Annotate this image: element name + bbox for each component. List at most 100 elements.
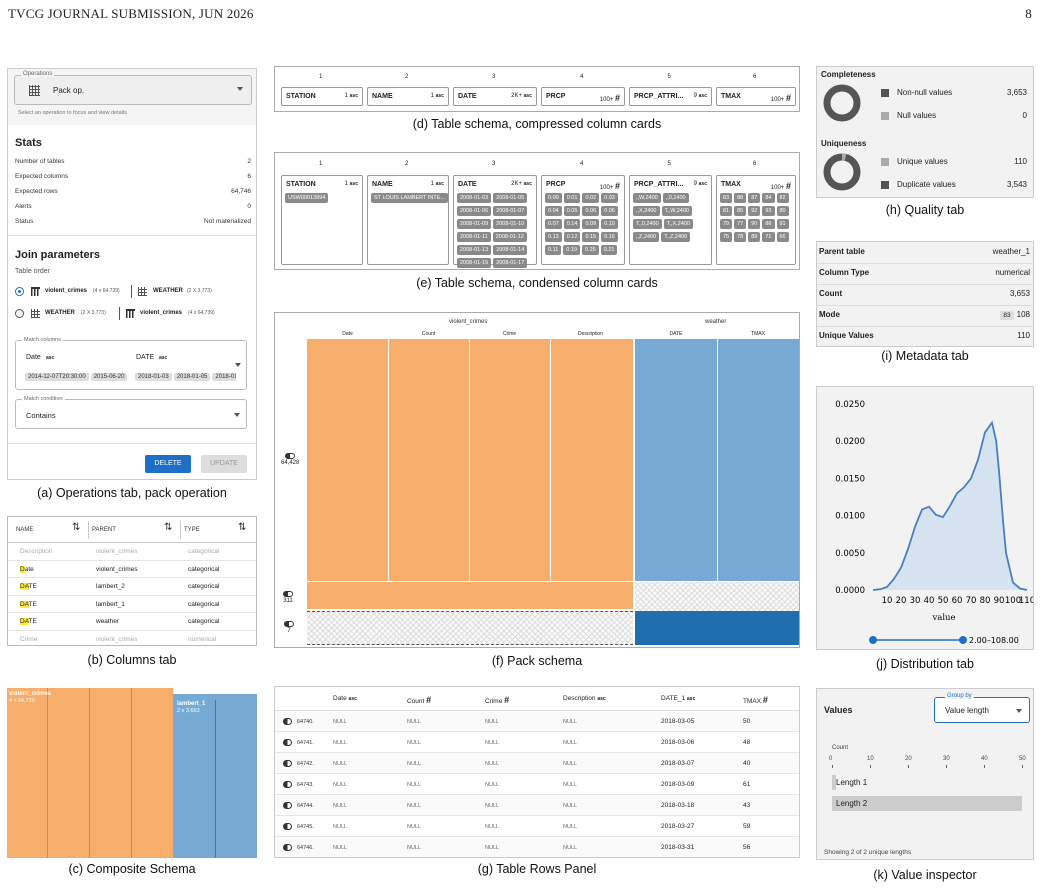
row-cell: NULL — [407, 824, 422, 830]
value-chip: 2008-01-03 — [457, 193, 492, 203]
metadata-label: Parent table — [819, 247, 865, 256]
table-row[interactable]: Description violent_crimes categorical — [8, 543, 256, 561]
length-bar[interactable] — [832, 775, 836, 790]
metadata-value-text: weather_1 — [992, 247, 1030, 256]
divider — [131, 285, 132, 298]
pack-block-violent-crimes[interactable] — [307, 339, 633, 609]
hash-icon: # — [762, 695, 768, 705]
table-row[interactable]: 64742. NULL NULL NULL NULL 2018-03-07 40 — [275, 753, 799, 774]
sort-icon[interactable]: ⇅ — [72, 522, 81, 533]
column-card[interactable]: STATION 1 asc USW00013994 — [281, 175, 363, 265]
column-name: Crime — [20, 636, 37, 643]
table-row[interactable]: DATE weather categorical — [8, 613, 256, 631]
rows-column-header[interactable]: Count # — [407, 695, 431, 705]
table-row[interactable]: DATE lambert_2 categorical — [8, 578, 256, 596]
delete-button[interactable]: DELETE — [145, 455, 191, 473]
toggle-icon[interactable] — [283, 739, 292, 746]
value-chip: 0.25 — [582, 245, 599, 255]
column-card[interactable]: PRCP 100+ #0.00 0.01 0.02 0.030.04 0.05 0.06 0.… — [541, 175, 625, 265]
table-row[interactable]: 64746. NULL NULL NULL NULL 2018-03-31 56 — [275, 837, 799, 857]
hash-icon: # — [504, 695, 510, 705]
column-index: 1 — [319, 161, 323, 167]
table-row[interactable]: 64744. NULL NULL NULL NULL 2018-03-18 43 — [275, 795, 799, 816]
divider — [817, 284, 1033, 285]
range-slider-max-handle[interactable] — [959, 636, 967, 644]
rows-column-header[interactable]: Date asc — [333, 695, 357, 702]
toggle-icon[interactable] — [283, 823, 292, 830]
match-columns-select[interactable]: Match columns Date asc DATE asc 2014-12-… — [15, 337, 247, 390]
value-chip: ,,W,2400 — [633, 193, 661, 203]
group-by-select[interactable]: Group by Value length — [934, 693, 1030, 723]
table-row[interactable]: DATE lambert_1 categorical — [8, 596, 256, 613]
column-card[interactable]: STATION 1 asc — [281, 87, 363, 106]
sort-icon[interactable]: ⇅ — [164, 522, 173, 533]
column-card[interactable]: PRCP 100+ # — [541, 87, 625, 106]
value-chip: T,,X,2400 — [663, 219, 693, 229]
column-card[interactable]: DATE 2K+ asc 2008-01-03 2008-01-052008-01-0… — [453, 175, 537, 268]
column-card[interactable]: DATE 2K+ asc — [453, 87, 537, 106]
stat-label: Expected columns — [15, 173, 69, 180]
composite-block-violent-crimes[interactable] — [7, 688, 173, 858]
length-bar[interactable] — [832, 796, 1022, 811]
row-cell: NULL — [407, 782, 422, 788]
value-chip: 2008-01-17 — [493, 258, 528, 268]
table-order-option-1[interactable]: violent_crimes (4 x 64,739) WEATHER (2 X… — [15, 285, 251, 299]
rows-column-header[interactable]: Description asc — [563, 695, 606, 702]
toggle-icon[interactable] — [283, 718, 292, 725]
table-row[interactable]: Crime violent_crimes numerical — [8, 631, 256, 646]
update-button[interactable]: UPDATE — [201, 455, 247, 473]
column-index: 5 — [667, 161, 671, 167]
chevron-down-icon — [235, 363, 241, 367]
row-cell-date1: 2018-03-27 — [661, 823, 695, 830]
search-highlight: DA — [20, 583, 29, 590]
column-card[interactable]: NAME 1 asc ST LOUIS LAMBERT INTE... — [367, 175, 449, 265]
column-card[interactable]: NAME 1 asc — [367, 87, 449, 106]
value-chip: 2008-01-11 — [457, 232, 491, 242]
column-card[interactable]: PRCP_ATTRI... 9 asc ,,W,2400 ,,0,2400,,X,24… — [629, 175, 712, 265]
card-count: 100+ — [599, 185, 615, 191]
column-card[interactable]: TMAX 100+ #83 88 87 84 8281 85 92 93 8079 77 90 86 91… — [716, 175, 796, 265]
pack-block-weather-dark[interactable] — [635, 611, 799, 645]
table-row[interactable]: 64743. NULL NULL NULL NULL 2018-03-09 61 — [275, 774, 799, 795]
toggle-icon[interactable] — [283, 591, 293, 597]
range-slider-min-handle[interactable] — [869, 636, 877, 644]
metadata-value-text: numerical — [995, 268, 1030, 277]
column-card[interactable]: TMAX 100+ # — [716, 87, 796, 106]
rows-column-header[interactable]: Crime # — [485, 695, 509, 705]
toggle-icon[interactable] — [284, 621, 294, 627]
column-index: 2 — [405, 161, 409, 167]
rows-column-header[interactable]: DATE_1 asc — [661, 695, 695, 702]
value-chip: 0.21 — [600, 245, 618, 255]
hash-icon: # — [785, 93, 791, 103]
table-row[interactable]: Date violent_crimes categorical — [8, 561, 256, 578]
card-name: PRCP_ATTRI... — [634, 181, 684, 188]
sort-icon[interactable]: ⇅ — [238, 522, 247, 533]
rows-column-header[interactable]: TMAX # — [743, 695, 768, 705]
toggle-icon[interactable] — [283, 844, 292, 851]
toggle-icon[interactable] — [283, 781, 292, 788]
value-chip: T,,Z,2400 — [661, 232, 691, 242]
value-chip: ,,X,2400 — [633, 206, 660, 216]
radio-selected-icon[interactable] — [15, 287, 24, 296]
operations-select[interactable]: Operations Pack op. — [14, 71, 252, 105]
match-condition-select[interactable]: Match condition Contains — [15, 396, 247, 429]
toggle-icon[interactable] — [283, 802, 292, 809]
table-order-option-2[interactable]: WEATHER (2 X 3,773) violent_crimes (4 x … — [15, 307, 251, 321]
table-row[interactable]: 64740. NULL NULL NULL NULL 2018-03-05 50 — [275, 711, 799, 732]
radio-unselected-icon[interactable] — [15, 309, 24, 318]
column-header-parent[interactable]: PARENT — [92, 527, 116, 533]
toggle-icon[interactable] — [285, 453, 296, 459]
toggle-icon[interactable] — [283, 760, 292, 767]
column-card[interactable]: PRCP_ATTRI... 9 asc — [629, 87, 712, 106]
order1-table2: WEATHER — [153, 288, 183, 294]
card-name: PRCP — [546, 181, 566, 188]
row-cell-tmax: 48 — [743, 739, 751, 746]
value-chip: 88 — [734, 193, 747, 203]
column-header-type[interactable]: TYPE — [184, 527, 200, 533]
column-header-name[interactable]: NAME — [16, 527, 34, 533]
legend-swatch — [881, 181, 889, 189]
count-tick-label: 10 — [867, 756, 874, 762]
pack-t1-name: violent_crimes — [449, 319, 488, 325]
table-row[interactable]: 64741. NULL NULL NULL NULL 2018-03-06 48 — [275, 732, 799, 753]
table-row[interactable]: 64745. NULL NULL NULL NULL 2018-03-27 59 — [275, 816, 799, 837]
